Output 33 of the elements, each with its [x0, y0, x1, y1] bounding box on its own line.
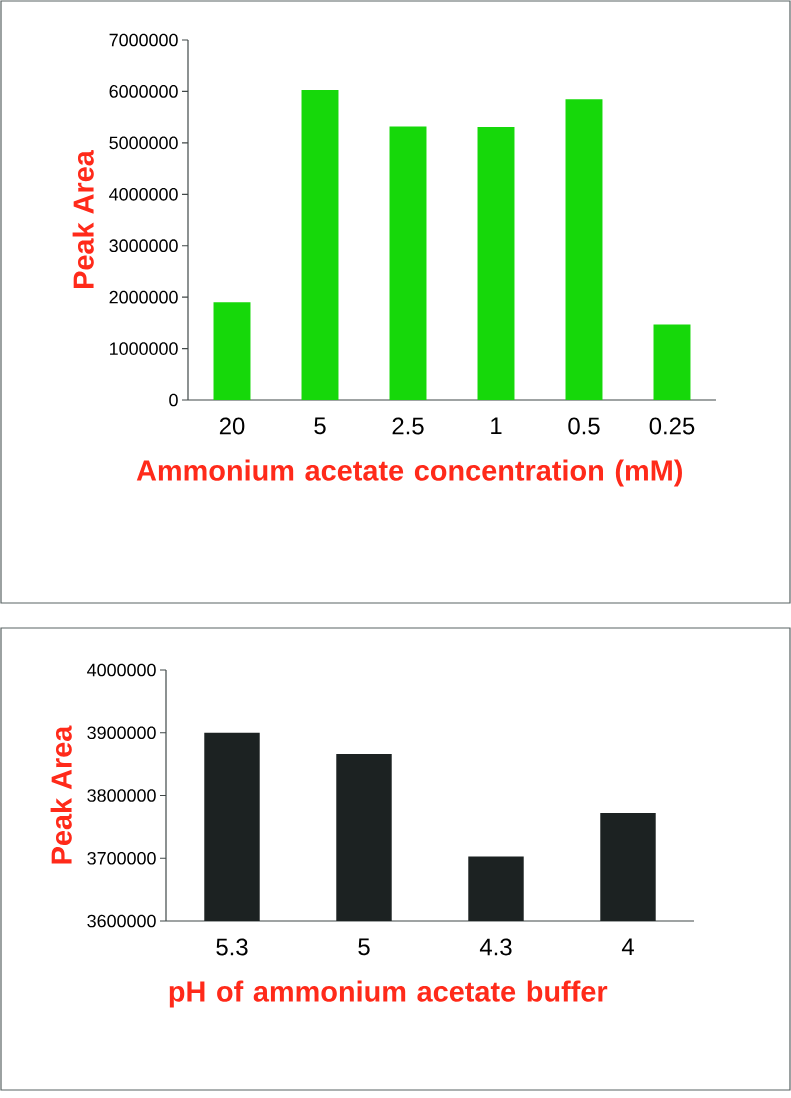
y-tick-label: 0 [169, 393, 178, 407]
x-tick-label: 4 [621, 938, 634, 955]
bar [389, 126, 427, 401]
x-tick-label: 5.3 [216, 938, 248, 956]
x-tick-label: 2.5 [392, 417, 424, 435]
bar [477, 126, 515, 401]
bar [565, 99, 603, 401]
x-tick-label: 1 [491, 417, 502, 434]
y-tick-label: 7000000 [109, 33, 178, 47]
x-tick-label: 5 [358, 938, 370, 956]
y-tick-label: 3000000 [109, 239, 178, 253]
y-tick-label: 2000000 [109, 290, 178, 304]
y-axis-title: Peak Area [50, 725, 72, 864]
y-tick-label: 3900000 [87, 726, 156, 740]
bar [653, 324, 691, 401]
y-tick-label: 3800000 [87, 789, 156, 802]
x-tick-label: 4.3 [479, 938, 512, 956]
x-axis-title: pH of ammonium acetate buffer [169, 980, 608, 1008]
y-axis-title: Peak Area [72, 150, 94, 288]
y-tick-label: 5000000 [109, 136, 178, 150]
x-tick-label: 5 [314, 417, 326, 435]
y-tick-label: 4000000 [109, 187, 178, 201]
y-tick-label: 3700000 [87, 851, 156, 865]
bar [213, 302, 251, 401]
x-axis-title: Ammonium acetate concentration (mM) [136, 459, 682, 487]
x-tick-label: 0.5 [568, 417, 600, 435]
y-tick-label: 4000000 [87, 663, 156, 677]
x-tick-label: 0.25 [649, 417, 695, 435]
y-tick-label: 6000000 [109, 85, 178, 98]
y-tick-label: 3600000 [87, 914, 156, 928]
bar [301, 89, 339, 401]
x-tick-label: 20 [219, 417, 245, 435]
y-tick-label: 1000000 [110, 342, 178, 355]
